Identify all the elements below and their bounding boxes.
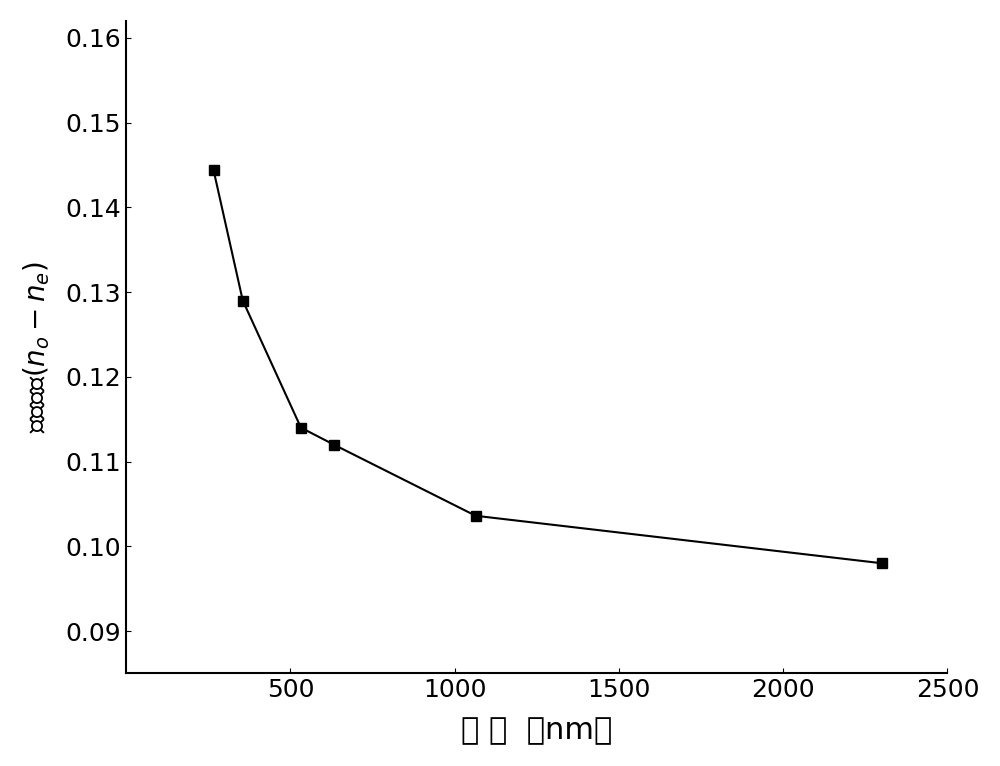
Y-axis label: 双折射率$(n_o-n_e)$: 双折射率$(n_o-n_e)$ — [21, 261, 52, 433]
X-axis label: 波 长  （nm）: 波 长 （nm） — [461, 716, 612, 745]
